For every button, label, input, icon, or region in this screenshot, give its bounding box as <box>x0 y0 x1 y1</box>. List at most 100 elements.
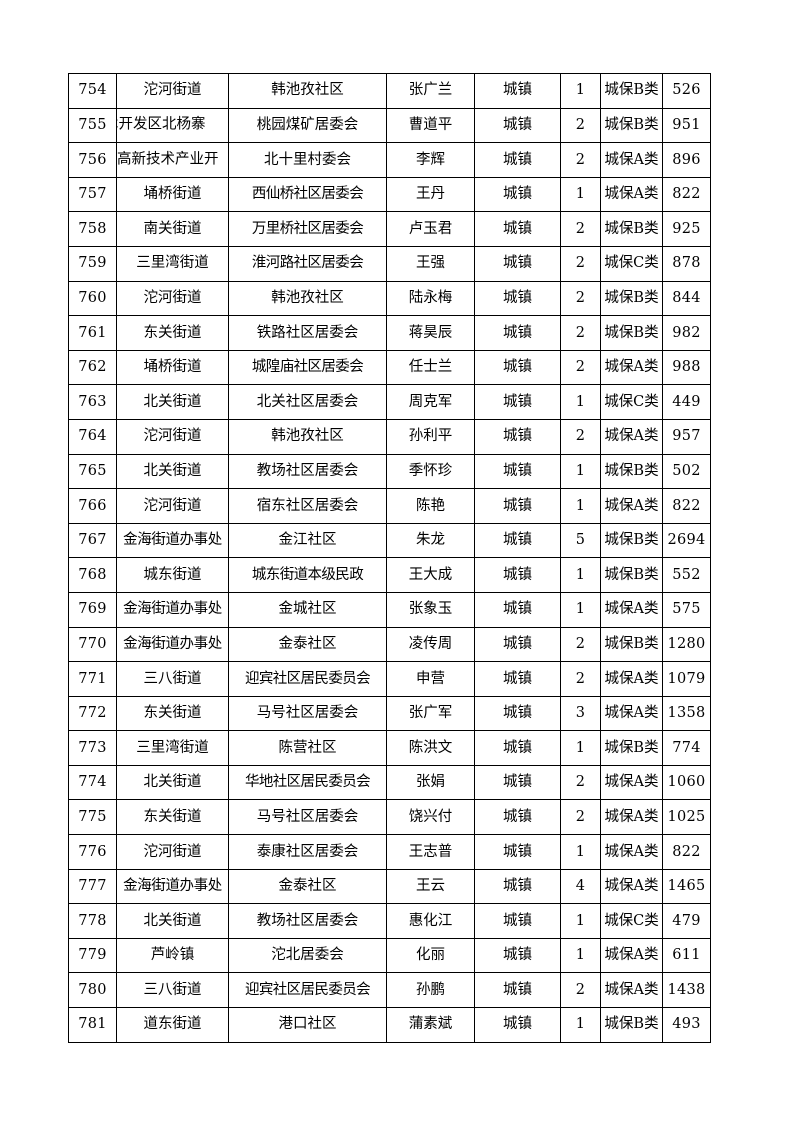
cell-household-type: 城镇 <box>474 764 561 801</box>
cell-person-count: 1 <box>560 937 601 974</box>
cell-street: 沱河街道 <box>116 834 229 870</box>
cell-street: 东关街道 <box>116 695 229 732</box>
cell-amount: 502 <box>662 453 711 490</box>
cell-person-count: 2 <box>560 764 601 801</box>
cell-amount: 479 <box>662 903 711 939</box>
cell-person-name: 张象玉 <box>386 591 475 628</box>
cell-index: 773 <box>68 730 117 766</box>
table-row: 754 沱河街道 韩池孜社区 张广兰 城镇 1 城保B类 526 <box>68 73 711 109</box>
cell-person-name: 申营 <box>386 661 475 697</box>
cell-index: 757 <box>68 176 117 213</box>
cell-household-type: 城镇 <box>474 522 561 559</box>
cell-street: 三里湾街道 <box>116 245 229 282</box>
cell-subsidy-category: 城保A类 <box>600 695 663 732</box>
cell-subsidy-category: 城保B类 <box>600 626 663 663</box>
cell-subsidy-category: 城保A类 <box>600 972 663 1009</box>
cell-person-count: 2 <box>560 626 601 663</box>
cell-amount: 552 <box>662 557 711 593</box>
cell-amount: 1060 <box>662 764 711 801</box>
cell-street: 芦岭镇 <box>116 937 229 974</box>
cell-person-count: 1 <box>560 384 601 420</box>
cell-amount: 1280 <box>662 626 711 663</box>
cell-street: 道东街道 <box>116 1007 229 1043</box>
cell-person-name: 凌传周 <box>386 626 475 663</box>
cell-street: 北关街道 <box>116 453 229 490</box>
cell-street: 三里湾街道 <box>116 730 229 766</box>
cell-index: 770 <box>68 626 117 663</box>
cell-person-count: 1 <box>560 176 601 213</box>
cell-index: 769 <box>68 591 117 628</box>
cell-index: 766 <box>68 488 117 524</box>
cell-street: 北关街道 <box>116 903 229 939</box>
cell-street: 金海街道办事处 <box>116 626 229 663</box>
cell-person-count: 2 <box>560 972 601 1009</box>
cell-amount: 493 <box>662 1007 711 1043</box>
table-row: 762 埇桥街道 城隍庙社区居委会 任士兰 城镇 2 城保A类 988 <box>68 349 711 386</box>
table-row: 759 三里湾街道 淮河路社区居委会 王强 城镇 2 城保C类 878 <box>68 245 711 282</box>
cell-index: 779 <box>68 937 117 974</box>
cell-community: 陈营社区 <box>228 730 387 766</box>
cell-household-type: 城镇 <box>474 626 561 663</box>
cell-subsidy-category: 城保B类 <box>600 280 663 317</box>
cell-person-name: 陆永梅 <box>386 280 475 317</box>
cell-person-count: 1 <box>560 903 601 939</box>
cell-person-count: 3 <box>560 695 601 732</box>
cell-amount: 526 <box>662 73 711 109</box>
cell-household-type: 城镇 <box>474 557 561 593</box>
cell-community: 金泰社区 <box>228 868 387 905</box>
cell-street: 埇桥街道 <box>116 349 229 386</box>
cell-amount: 1025 <box>662 799 711 836</box>
cell-person-name: 王云 <box>386 868 475 905</box>
cell-household-type: 城镇 <box>474 73 561 109</box>
cell-subsidy-category: 城保A类 <box>600 937 663 974</box>
cell-household-type: 城镇 <box>474 176 561 213</box>
cell-household-type: 城镇 <box>474 211 561 247</box>
cell-household-type: 城镇 <box>474 107 561 144</box>
table-row: 770 金海街道办事处 金泰社区 凌传周 城镇 2 城保B类 1280 <box>68 626 711 663</box>
cell-person-count: 2 <box>560 315 601 351</box>
cell-person-name: 陈洪文 <box>386 730 475 766</box>
cell-subsidy-category: 城保B类 <box>600 211 663 247</box>
cell-person-name: 饶兴付 <box>386 799 475 836</box>
cell-person-name: 朱龙 <box>386 522 475 559</box>
cell-person-name: 孙鹏 <box>386 972 475 1009</box>
cell-community: 金泰社区 <box>228 626 387 663</box>
cell-amount: 822 <box>662 488 711 524</box>
cell-community: 万里桥社区居委会 <box>228 211 387 247</box>
table-row: 775 东关街道 马号社区居委会 饶兴付 城镇 2 城保A类 1025 <box>68 799 711 836</box>
cell-index: 781 <box>68 1007 117 1043</box>
cell-community: 沱北居委会 <box>228 937 387 974</box>
cell-person-name: 陈艳 <box>386 488 475 524</box>
cell-person-name: 王强 <box>386 245 475 282</box>
table-row: 771 三八街道 迎宾社区居民委员会 申营 城镇 2 城保A类 1079 <box>68 661 711 697</box>
cell-person-name: 曹道平 <box>386 107 475 144</box>
cell-index: 759 <box>68 245 117 282</box>
cell-community: 金城社区 <box>228 591 387 628</box>
table-row: 758 南关街道 万里桥社区居委会 卢玉君 城镇 2 城保B类 925 <box>68 211 711 247</box>
cell-person-count: 2 <box>560 142 601 178</box>
cell-index: 780 <box>68 972 117 1009</box>
cell-street: 高新技术产业开 <box>116 142 229 178</box>
table-row: 767 金海街道办事处 金江社区 朱龙 城镇 5 城保B类 2694 <box>68 522 711 559</box>
cell-community: 马号社区居委会 <box>228 799 387 836</box>
cell-index: 768 <box>68 557 117 593</box>
cell-street: 北关街道 <box>116 764 229 801</box>
cell-subsidy-category: 城保B类 <box>600 522 663 559</box>
cell-index: 778 <box>68 903 117 939</box>
cell-subsidy-category: 城保B类 <box>600 107 663 144</box>
cell-index: 772 <box>68 695 117 732</box>
cell-index: 761 <box>68 315 117 351</box>
cell-person-count: 1 <box>560 73 601 109</box>
cell-street: 金海街道办事处 <box>116 522 229 559</box>
cell-subsidy-category: 城保A类 <box>600 176 663 213</box>
cell-community: 桃园煤矿居委会 <box>228 107 387 144</box>
cell-amount: 822 <box>662 834 711 870</box>
cell-household-type: 城镇 <box>474 661 561 697</box>
cell-subsidy-category: 城保A类 <box>600 868 663 905</box>
cell-household-type: 城镇 <box>474 418 561 455</box>
cell-household-type: 城镇 <box>474 799 561 836</box>
table-row: 776 沱河街道 泰康社区居委会 王志普 城镇 1 城保A类 822 <box>68 834 711 870</box>
table-row: 765 北关街道 教场社区居委会 季怀珍 城镇 1 城保B类 502 <box>68 453 711 490</box>
cell-amount: 1438 <box>662 972 711 1009</box>
cell-amount: 925 <box>662 211 711 247</box>
